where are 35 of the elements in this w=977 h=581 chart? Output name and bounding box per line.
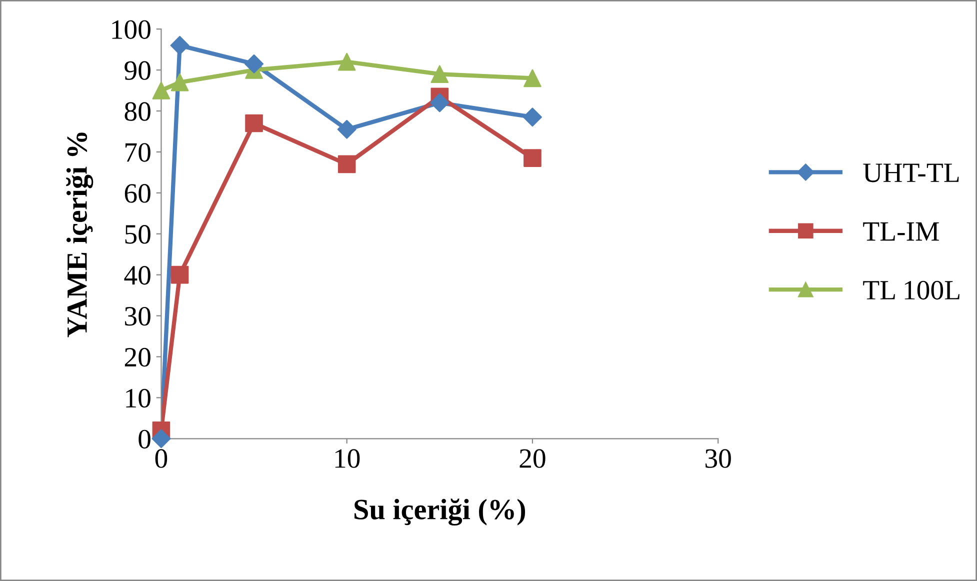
- y-tick-label: 60: [124, 184, 150, 203]
- point: [524, 149, 542, 167]
- legend-label: UHT-TL: [863, 164, 959, 182]
- x-tick-label: 20: [520, 449, 546, 468]
- point: [244, 54, 264, 74]
- y-tick-label: 40: [124, 266, 150, 285]
- y-tick-label: 30: [125, 306, 150, 326]
- y-tick-label: 80: [124, 102, 150, 121]
- point: [337, 120, 356, 139]
- y-tick-label: 0: [138, 430, 150, 449]
- y-tick-label: 90: [124, 61, 150, 80]
- x-tick-label: 0: [155, 449, 168, 468]
- x-tick-label: 10: [335, 449, 360, 468]
- point: [170, 266, 189, 284]
- y-tick-label: 50: [125, 225, 150, 244]
- point: [430, 93, 450, 112]
- point: [338, 52, 356, 71]
- point: [170, 73, 189, 92]
- x-axis-title: Su içeriği (%): [354, 498, 526, 526]
- point: [152, 429, 171, 448]
- point: [524, 69, 542, 88]
- y-tick-label: 20: [124, 348, 150, 367]
- y-tick-label: 70: [126, 143, 150, 162]
- legend-label: TL-IM: [863, 222, 939, 241]
- y-tick-label: 100: [112, 20, 150, 39]
- point: [152, 82, 170, 100]
- point: [338, 155, 356, 174]
- x-tick-label: 30: [706, 449, 731, 468]
- point: [170, 36, 190, 55]
- legend-label: TL 100L: [863, 280, 960, 300]
- point: [245, 114, 263, 132]
- point: [522, 108, 542, 127]
- y-tick-label: 10: [126, 388, 150, 408]
- point: [430, 65, 449, 84]
- y-axis-title: YAME içeriği %: [66, 132, 94, 338]
